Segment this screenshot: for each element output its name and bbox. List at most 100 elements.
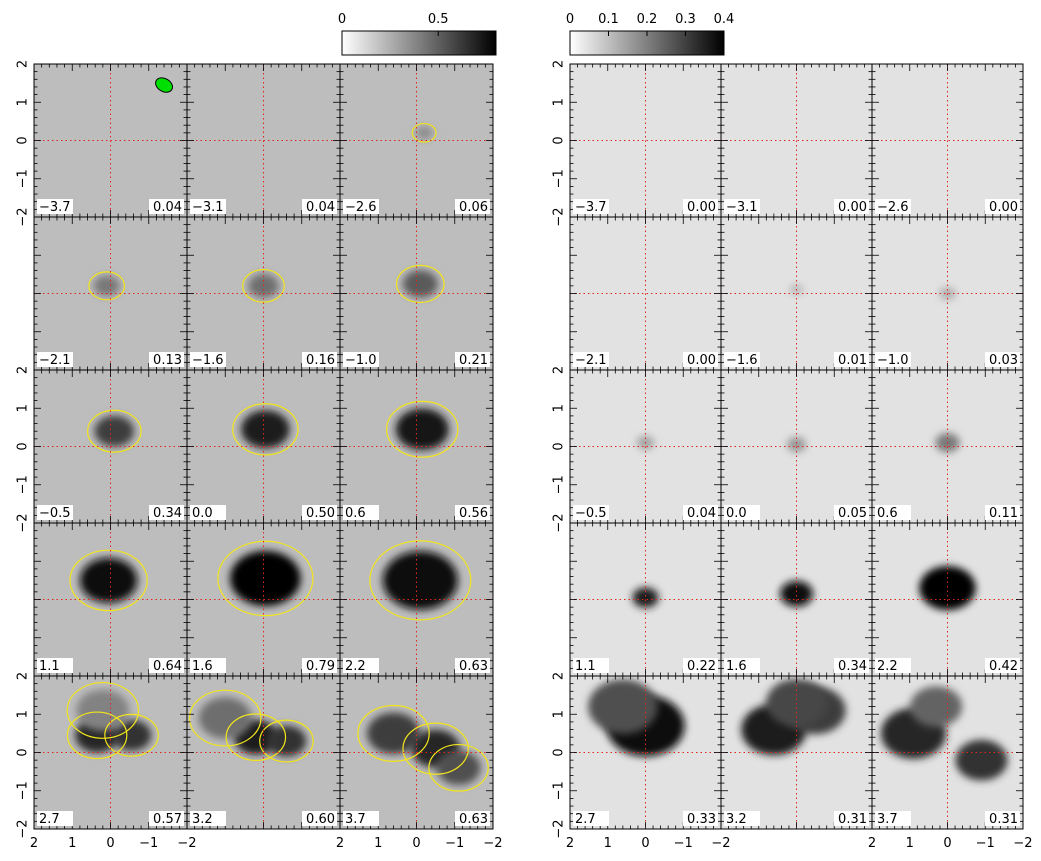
emission-blob — [395, 408, 449, 450]
peak-label-background — [683, 658, 718, 673]
y-tick-label: 1 — [552, 98, 567, 106]
panel-image — [570, 676, 721, 829]
positive-contour — [225, 713, 287, 762]
y-tick-label: −2 — [552, 513, 567, 532]
peak-label-background — [149, 811, 184, 826]
peak-label: 0.79 — [306, 659, 335, 674]
velocity-label-background — [190, 199, 226, 214]
panel-image — [187, 523, 340, 676]
channel-panel: 1.6 0.34 — [720, 522, 873, 677]
y-tick-label: 1 — [16, 710, 31, 718]
velocity-label-background — [37, 505, 73, 520]
panel-image — [570, 64, 721, 217]
peak-label: 0.33 — [687, 812, 716, 827]
panel-image — [721, 370, 872, 523]
velocity-label: 3.2 — [192, 812, 213, 827]
peak-label: 0.31 — [989, 812, 1018, 827]
velocity-label: −3.7 — [39, 200, 71, 215]
y-tick-label: 1 — [16, 404, 31, 412]
emission-blob — [94, 415, 135, 447]
positive-contour — [242, 268, 285, 303]
peak-label: 0.04 — [687, 506, 716, 521]
panel-image — [721, 676, 872, 829]
velocity-label: 3.7 — [877, 812, 898, 827]
velocity-label-background — [875, 352, 911, 367]
colorbar-tick-label: 0.2 — [637, 12, 658, 27]
velocity-label: 1.1 — [575, 659, 596, 674]
colorbar-tick-label: 0.4 — [714, 12, 735, 27]
velocity-label: 1.6 — [726, 659, 747, 674]
panel-image — [872, 676, 1023, 829]
positive-contour — [66, 711, 128, 760]
velocity-label: 2.2 — [877, 659, 898, 674]
velocity-label-background — [724, 658, 760, 673]
channel-panel: −3.1 0.04 — [186, 63, 341, 218]
velocity-label: 0.0 — [192, 506, 213, 521]
panel-image — [34, 64, 187, 217]
peak-label: 0.00 — [989, 200, 1018, 215]
velocity-label-background — [875, 658, 911, 673]
y-tick-label: −1 — [16, 781, 31, 800]
peak-label-background — [834, 811, 869, 826]
emission-blob — [79, 557, 138, 603]
peak-label-background — [985, 505, 1020, 520]
x-tick-label: −1 — [445, 836, 464, 851]
peak-label-background — [302, 505, 337, 520]
peak-label: 0.34 — [153, 506, 182, 521]
y-tick-label: 0 — [16, 442, 31, 450]
panel-image — [34, 523, 187, 676]
panel-image — [34, 370, 187, 523]
positive-contour — [395, 264, 445, 304]
channel-panel: −1.6 0.16 — [186, 216, 341, 371]
panel-image — [872, 64, 1023, 217]
peak-label-background — [683, 199, 718, 214]
channel-panel: 1.1 0.64 — [33, 522, 188, 677]
positive-contour — [369, 540, 472, 621]
peak-label: 0.03 — [989, 353, 1018, 368]
y-tick-label: 0 — [552, 442, 567, 450]
velocity-label: −2.1 — [39, 353, 71, 368]
peak-label: 0.05 — [838, 506, 867, 521]
velocity-label: 1.6 — [192, 659, 213, 674]
velocity-label: 0.6 — [345, 506, 366, 521]
velocity-label-background — [573, 352, 609, 367]
velocity-label: 0.0 — [726, 506, 747, 521]
velocity-label: −2.6 — [877, 200, 909, 215]
x-tick-label: −1 — [976, 836, 995, 851]
emission-blob — [766, 678, 827, 727]
peak-label-background — [985, 352, 1020, 367]
x-tick-label: 0 — [106, 836, 114, 851]
velocity-label-background — [37, 658, 73, 673]
velocity-label: −3.1 — [192, 200, 224, 215]
channel-panel: 2.2 0.63 — [339, 522, 494, 677]
velocity-label-background — [573, 658, 609, 673]
emission-blob — [230, 550, 301, 607]
x-tick-label: 2 — [566, 836, 574, 851]
velocity-label: 3.7 — [345, 812, 366, 827]
channel-panel: 3.2 0.60 — [186, 675, 341, 830]
emission-blob — [780, 580, 813, 607]
x-tick-label: −2 — [1013, 836, 1032, 851]
peak-label: 0.56 — [459, 506, 488, 521]
velocity-label-background — [190, 352, 226, 367]
emission-blob — [415, 125, 433, 140]
peak-label: 0.64 — [153, 659, 182, 674]
panel-image — [340, 676, 493, 829]
emission-blob — [402, 270, 438, 298]
peak-label-background — [985, 199, 1020, 214]
panel-image — [187, 64, 340, 217]
velocity-label: 0.6 — [877, 506, 898, 521]
channel-panel: 3.7 0.63 2 1 0 −1 −2 — [336, 675, 503, 851]
y-tick-label: 2 — [552, 60, 567, 68]
y-tick-label: −2 — [16, 207, 31, 226]
channel-panel: −2.6 0.00 — [871, 63, 1024, 218]
colorbar-tick-label: 0 — [566, 12, 574, 27]
positive-contour — [104, 713, 159, 757]
x-tick-label: −1 — [139, 836, 158, 851]
panel-image — [721, 217, 872, 370]
y-tick-label: −2 — [552, 819, 567, 838]
channel-panel: −0.5 0.04 −2 −1 0 1 2 — [552, 366, 722, 533]
peak-label-background — [302, 352, 337, 367]
panel-image — [340, 64, 493, 217]
